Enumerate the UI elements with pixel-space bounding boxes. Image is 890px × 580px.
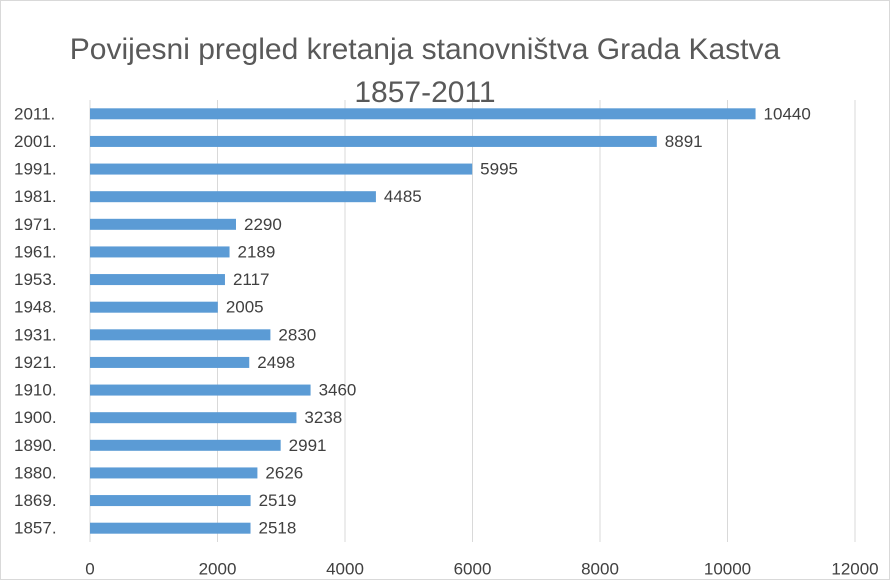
- data-label: 5995: [480, 160, 518, 179]
- bar: [90, 218, 236, 230]
- data-label: 2519: [259, 491, 297, 510]
- y-tick-label: 1931.: [14, 325, 57, 344]
- x-tick-label: 6000: [454, 559, 492, 578]
- bar: [90, 135, 657, 147]
- bar: [90, 356, 250, 368]
- y-tick-label: 1857.: [14, 519, 57, 538]
- y-tick-label: 1948.: [14, 298, 57, 317]
- data-label: 10440: [764, 104, 811, 123]
- bar: [90, 246, 230, 258]
- bar: [90, 495, 251, 507]
- y-tick-label: 1981.: [14, 187, 57, 206]
- y-tick-label: 1880.: [14, 463, 57, 482]
- x-tick-label: 10000: [704, 559, 751, 578]
- x-tick-label: 4000: [326, 559, 364, 578]
- y-tick-label: 1953.: [14, 270, 57, 289]
- data-label: 2498: [257, 353, 295, 372]
- data-label: 2991: [289, 436, 327, 455]
- x-tick-label: 12000: [831, 559, 878, 578]
- data-label: 2626: [265, 463, 303, 482]
- bar: [90, 384, 311, 396]
- data-label: 4485: [384, 187, 422, 206]
- data-label: 2290: [244, 215, 282, 234]
- data-label: 3460: [319, 381, 357, 400]
- y-tick-label: 2001.: [14, 132, 57, 151]
- data-label: 2117: [233, 270, 270, 289]
- y-tick-label: 1890.: [14, 436, 57, 455]
- data-label: 2189: [238, 242, 276, 261]
- data-label: 3238: [304, 408, 342, 427]
- y-tick-label: 1869.: [14, 491, 57, 510]
- bar: [90, 301, 218, 313]
- y-tick-label: 1961.: [14, 242, 57, 261]
- bar: [90, 439, 281, 451]
- y-tick-label: 1921.: [14, 353, 57, 372]
- y-tick-label: 1991.: [14, 160, 57, 179]
- y-tick-label: 2011.: [14, 104, 55, 123]
- bar: [90, 467, 258, 479]
- data-label: 8891: [665, 132, 703, 151]
- bar: [90, 191, 376, 203]
- bar: [90, 412, 297, 424]
- x-tick-label: 8000: [581, 559, 619, 578]
- data-label: 2005: [226, 298, 264, 317]
- data-label: 2830: [278, 325, 316, 344]
- data-label: 2518: [259, 519, 297, 538]
- bar: [90, 108, 756, 120]
- x-tick-label: 0: [85, 559, 94, 578]
- y-tick-label: 1971.: [14, 215, 57, 234]
- x-tick-label: 2000: [199, 559, 237, 578]
- bar: [90, 522, 251, 534]
- chart-title: Povijesni pregled kretanja stanovništva …: [69, 33, 781, 109]
- y-tick-label: 1910.: [14, 381, 57, 400]
- bar: [90, 329, 271, 341]
- y-tick-label: 1900.: [14, 408, 57, 427]
- bar: [90, 274, 225, 286]
- bar: [90, 163, 473, 175]
